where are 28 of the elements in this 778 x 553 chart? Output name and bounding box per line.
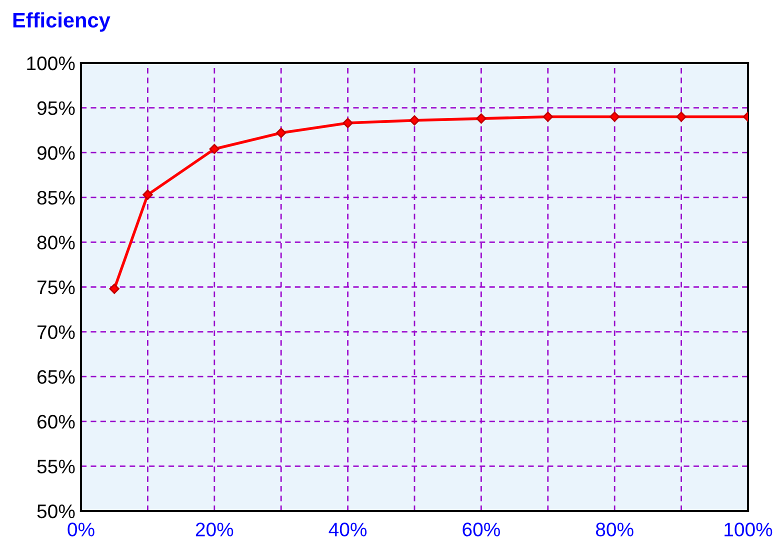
- point: [476, 113, 486, 124]
- y-tick-label: 95%: [37, 101, 75, 116]
- x-tick-label: 60%: [462, 522, 500, 536]
- x-tick-label: 20%: [196, 522, 234, 536]
- y-tick-label: 75%: [38, 280, 75, 294]
- y-tick-label: 90%: [37, 146, 75, 160]
- y-tick-label: 70%: [38, 325, 75, 340]
- y-tick-label: 55%: [37, 460, 75, 474]
- x-tick-label: 100%: [724, 522, 772, 536]
- point: [209, 144, 220, 154]
- point: [342, 118, 353, 128]
- y-tick-label: 60%: [38, 414, 75, 429]
- y-tick-label: 65%: [38, 370, 75, 384]
- point: [409, 115, 420, 126]
- point: [676, 112, 686, 122]
- point: [276, 128, 286, 138]
- y-tick-label: 50%: [37, 504, 75, 518]
- point: [609, 112, 620, 122]
- x-tick-label: 0%: [68, 522, 94, 536]
- x-tick-label: 40%: [328, 522, 367, 536]
- chart-title: Efficiency: [13, 12, 110, 32]
- point: [542, 112, 554, 122]
- x-tick-label: 80%: [596, 522, 634, 536]
- y-tick-label: 100%: [27, 56, 75, 70]
- point: [142, 190, 153, 200]
- y-tick-label: 80%: [37, 236, 75, 250]
- y-tick-label: 85%: [37, 190, 75, 205]
- point: [109, 284, 120, 294]
